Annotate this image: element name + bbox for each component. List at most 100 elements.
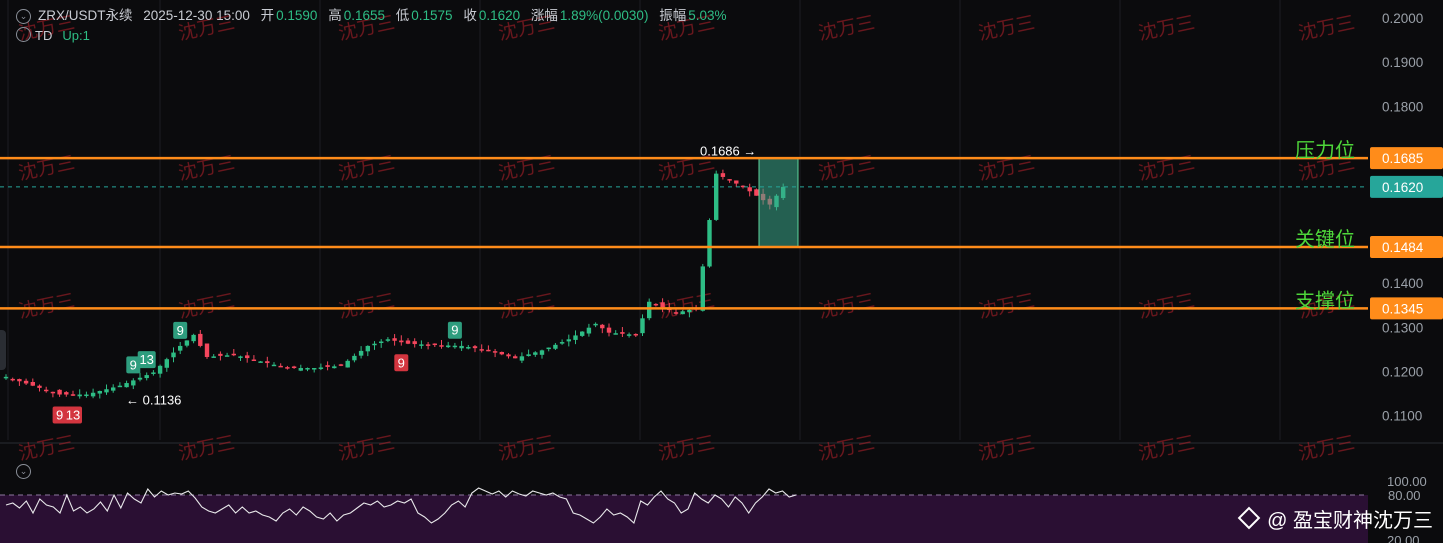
price-tick-label: 0.1100	[1382, 409, 1422, 424]
current-price-tag	[1370, 175, 1443, 198]
candle-body	[734, 180, 739, 184]
candle-body	[137, 377, 143, 380]
current-price-label: 0.1620	[1382, 180, 1423, 195]
candle-body	[17, 379, 22, 382]
td-marker	[137, 351, 156, 369]
candle-body	[164, 359, 169, 368]
candle-body	[553, 344, 558, 349]
low-value: 0.1575	[411, 8, 453, 23]
candle-body	[600, 324, 605, 329]
candle-body	[231, 353, 236, 356]
candle-body	[117, 385, 123, 388]
watermark-text: 沈万三	[1136, 290, 1196, 323]
candle-body	[10, 378, 15, 381]
candle-body	[258, 361, 263, 363]
candle-body	[680, 311, 685, 315]
collapse-icon[interactable]: ⌄	[16, 9, 31, 24]
level-name: 压力位	[1295, 138, 1355, 162]
candle-body	[539, 350, 545, 355]
candle-body	[486, 349, 491, 352]
watermark-text: 沈万三	[1136, 152, 1196, 185]
candle-body	[620, 332, 625, 334]
watermark-text: 沈万三	[656, 432, 716, 465]
indicator-legend[interactable]: TD Up:1	[16, 27, 90, 43]
level-name: 支撑位	[1295, 288, 1355, 312]
change-label: 涨幅	[530, 8, 558, 23]
watermark-text: 沈万三	[176, 152, 236, 185]
level-price-label: 0.1345	[1382, 301, 1423, 316]
candle-body	[325, 365, 330, 367]
price-tick-label: 0.1900	[1382, 55, 1423, 70]
candle-body	[459, 345, 464, 349]
candle-body	[720, 173, 726, 177]
candle-body	[499, 351, 504, 355]
close-value: 0.1620	[478, 8, 521, 23]
rsi-line	[5, 487, 797, 524]
candle-body	[673, 312, 679, 314]
price-tick-label: 0.1200	[1382, 364, 1423, 379]
td-marker	[394, 354, 409, 372]
candle-body	[30, 381, 35, 386]
watermark-text: 沈万三	[336, 290, 396, 323]
candle-body	[3, 376, 9, 379]
candle-body	[285, 367, 290, 369]
candle-body	[446, 345, 451, 348]
candle-body	[432, 343, 437, 346]
candle-body	[419, 344, 424, 346]
candle-body	[546, 347, 551, 350]
watermark-text: 沈万三	[496, 290, 556, 323]
td-marker	[52, 406, 67, 424]
brand-text: @ 盈宝财神沈万三	[1267, 510, 1433, 532]
watermark-text: 沈万三	[176, 290, 236, 323]
candle-body	[385, 339, 391, 341]
candle-body	[533, 352, 538, 355]
watermark-text: 沈万三	[496, 152, 556, 185]
candle-body	[218, 353, 223, 356]
candle-body	[640, 318, 645, 334]
candle-body	[740, 185, 746, 188]
candle-body	[392, 338, 397, 341]
level-price-tag	[1370, 297, 1443, 320]
candle-body	[178, 345, 183, 351]
level-price-label: 0.1484	[1382, 240, 1424, 255]
rsi-tick-label: 20.00	[1387, 533, 1420, 543]
candle-body	[379, 341, 384, 344]
side-panel-handle[interactable]	[0, 330, 6, 370]
candle-body	[251, 359, 257, 362]
candle-body	[492, 351, 498, 353]
open-value: 0.1590	[276, 8, 318, 23]
brand-icon	[1237, 506, 1261, 530]
candle-body	[606, 327, 612, 333]
td-marker	[126, 356, 141, 374]
watermark-text: 沈万三	[16, 290, 76, 323]
high-marker: 0.1686 →	[700, 144, 756, 159]
price-tick-label: 0.1300	[1382, 320, 1423, 335]
candle-body	[345, 360, 350, 368]
high-label: 高	[328, 8, 342, 23]
candle-body	[513, 356, 518, 359]
candle-body	[144, 375, 149, 379]
candle-body	[580, 331, 585, 336]
candle-body	[559, 342, 565, 344]
candle-body	[278, 365, 283, 368]
candle-body	[23, 380, 29, 384]
eye-icon[interactable]	[16, 27, 31, 42]
low-label: 低	[395, 8, 410, 23]
amplitude-label: 振幅	[659, 8, 687, 23]
watermark-text: 沈万三	[1136, 432, 1196, 465]
level-price-label: 0.1685	[1382, 151, 1423, 166]
candle-body	[586, 327, 592, 334]
candle-body	[405, 340, 411, 344]
candle-body	[754, 189, 759, 196]
watermark-text: 沈万三	[336, 152, 396, 185]
candle-body	[714, 173, 719, 220]
candle-body	[506, 354, 511, 357]
rsi-collapse-icon[interactable]: ⌄	[16, 464, 31, 479]
candle-body	[519, 356, 525, 361]
candle-body	[633, 333, 638, 336]
candle-body	[399, 340, 404, 343]
candle-body	[57, 389, 62, 395]
watermark-text: 沈万三	[496, 432, 556, 465]
symbol-label[interactable]: ZRX/USDT永续	[38, 8, 133, 23]
